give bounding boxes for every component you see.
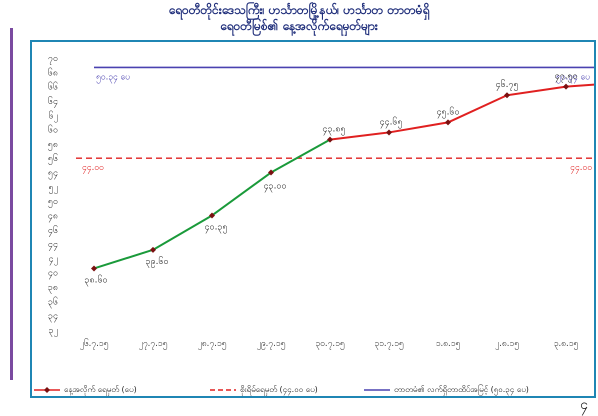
legend-record-label: တာတမံ၏ လက်ရှိတာထိပ်အမြင့် (၅၀.၃၄ ပေ)	[394, 385, 529, 394]
page-number: ၄	[580, 397, 588, 413]
daily-level-point	[209, 212, 215, 219]
daily-level-label: ၄၄.၆၅	[379, 116, 402, 128]
chart-title-line2: ရေဝတီမြစ်၏ နေ့အလိုက်ရေမှတ်များ	[220, 19, 378, 33]
left-accent-bar	[0, 28, 13, 380]
daily-level-label: ၄၆.၇၅	[495, 79, 518, 91]
legend-daily-label: နေ့အလိုက် ရေမှတ် (ပေ)	[64, 385, 137, 394]
y-tick-label: ၅၂	[49, 183, 58, 194]
y-tick-label: ၄၆	[48, 225, 58, 237]
daily-level-label: ၄၇.၅၀	[554, 72, 577, 83]
y-tick-label: ၄၈	[48, 211, 58, 222]
y-tick-label: ၅၀	[48, 197, 58, 208]
legend-danger-label: စိုးရိမ်ရေမှတ် (၄၄.၀၀ ပေ)	[240, 385, 318, 394]
y-tick-label: ၃၂	[49, 326, 58, 337]
y-tick-label: ၃၄	[48, 312, 58, 323]
x-tick-label: ၂.၈.၁၅	[495, 339, 519, 350]
x-tick-label: ၂၈.၇.၁၅	[198, 339, 227, 350]
y-tick-label: ၆၄	[48, 96, 58, 108]
x-tick-label: ၂၇.၇.၁၅	[139, 339, 168, 350]
daily-level-segment	[270, 138, 331, 174]
daily-level-point	[386, 129, 392, 136]
daily-level-segment	[506, 85, 567, 97]
daily-level-label: ၄၀.၃၅	[204, 222, 227, 233]
daily-level-segment	[447, 94, 508, 124]
record-height-label-right: ၅၀.၃၄ ပေ	[556, 72, 590, 83]
y-tick-label: ၅၆	[48, 153, 58, 165]
chart-title-line1: ရေဝတီတိုင်းဒေသကြီး၊ ဟင်္သာတမြို့နယ်၊ ဟင်…	[168, 3, 430, 17]
legend-danger-swatch	[210, 389, 236, 391]
y-tick-label: ၇၀	[48, 54, 58, 65]
y-tick-label: ၆၂	[49, 110, 58, 122]
legend-record-swatch	[364, 389, 390, 391]
daily-level-point	[504, 92, 510, 99]
x-tick-label: ၁.၈.၁၅	[436, 339, 461, 350]
chart-frame: ၃၂ ၃၄ ၃၆ ၃၈ ၄၀ ၄၂ ၄၄ ၄၆ ၄၈ ၅၀ ၅၂ ၅၄ ၅၆ ၅၈ ၆၀ ၆၂ ၆၄ ၆၆ ၆၈ ၇၀…	[30, 40, 598, 398]
danger-level-label-right: ၄၄.၀၀	[570, 163, 592, 174]
x-tick-label: ၃၁.၇.၁၅	[374, 339, 404, 350]
y-tick-label: ၄၀	[48, 269, 58, 280]
daily-level-segment	[211, 171, 272, 217]
x-tick-label: ၃.၈.၁၅	[554, 339, 579, 350]
daily-level-label: ၃၈.၆၀	[84, 274, 107, 286]
x-tick-label: ၂၆.၇.၁၅	[80, 338, 109, 350]
y-tick-label: ၅၄	[48, 169, 58, 180]
y-tick-label: ၃၆	[48, 296, 58, 308]
y-tick-label: ၆၀	[48, 125, 58, 136]
y-tick-label: ၃၈	[48, 283, 58, 294]
daily-level-segment	[152, 214, 213, 251]
y-tick-label: ၄၂	[49, 254, 58, 265]
daily-level-point	[563, 83, 569, 90]
daily-level-label: ၃၉.၆၀	[145, 256, 168, 268]
y-tick-label: ၆၆	[48, 82, 58, 93]
daily-level-point	[91, 265, 97, 272]
y-tick-label: ၅၈	[48, 140, 58, 151]
record-height-label-left: ၅၀.၃၄ ပေ	[96, 72, 130, 83]
x-tick-label: ၂၉.၇.၁၅	[257, 339, 286, 350]
x-tick-label: ၃၀.၇.၁၅	[315, 339, 345, 350]
danger-level-label-left: ၄၄.၀၀	[82, 163, 104, 174]
daily-level-segment	[565, 83, 598, 88]
daily-level-label: ၄၃.၈၅	[322, 125, 345, 136]
daily-level-segment	[329, 131, 390, 141]
legend-daily-swatch	[34, 387, 60, 393]
legend-item-record: တာတမံ၏ လက်ရှိတာထိပ်အမြင့် (၅၀.၃၄ ပေ)	[364, 382, 529, 398]
legend-item-danger: စိုးရိမ်ရေမှတ် (၄၄.၀၀ ပေ)	[210, 382, 318, 398]
daily-level-point	[150, 246, 156, 253]
y-tick-label: ၆၈	[48, 67, 58, 78]
daily-level-segment	[93, 248, 154, 270]
daily-level-segment	[388, 121, 449, 134]
daily-level-label: ၄၅.၆၀	[436, 106, 459, 118]
daily-level-label: ၄၃.၀၀	[263, 182, 286, 193]
legend-item-daily: နေ့အလိုက် ရေမှတ် (ပေ)	[34, 382, 137, 398]
water-level-chart: ၃၂ ၃၄ ၃၆ ၃၈ ၄၀ ၄၂ ၄၄ ၄၆ ၄၈ ၅၀ ၅၂ ၅၄ ၅၆ ၅၈ ၆၀ ၆၂ ၆၄ ၆၆ ၆၈ ၇၀…	[48, 54, 598, 350]
daily-level-point	[268, 169, 274, 176]
chart-legend: နေ့အလိုက် ရေမှတ် (ပေ) စိုးရိမ်ရေမှတ် (၄၄…	[34, 382, 596, 398]
daily-level-point	[327, 136, 333, 143]
daily-level-point	[445, 119, 451, 126]
y-tick-label: ၄၄	[48, 240, 58, 251]
